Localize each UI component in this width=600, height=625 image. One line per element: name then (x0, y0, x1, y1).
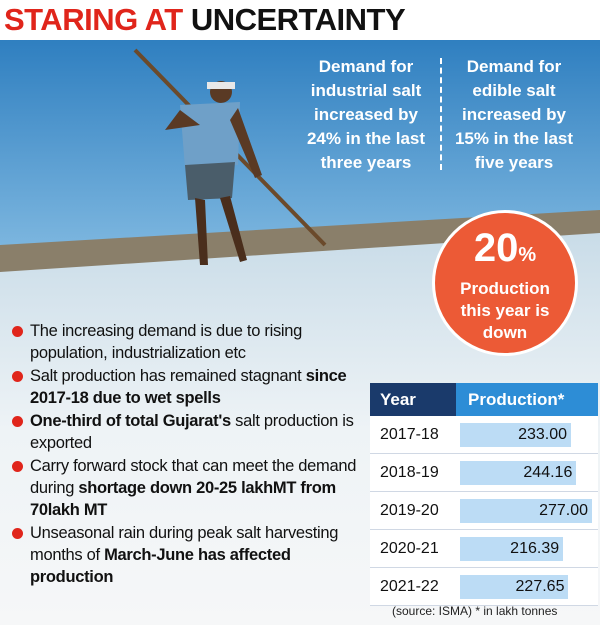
table-row: 2017-18 233.00 (370, 416, 598, 454)
production-bar (460, 537, 564, 561)
bullet-text: salt production is exported (30, 412, 354, 452)
bullet-text: since 2017-18 due to wet spells (30, 367, 347, 407)
divider (440, 58, 442, 170)
production-value: 216.39 (510, 540, 560, 557)
production-value: 233.00 (518, 426, 568, 443)
highlight-circle: 20% Production this year is down (432, 210, 578, 356)
bullet-text: March-June has affected production (30, 546, 291, 586)
header-cell: Year (370, 383, 456, 416)
highlight-text: Production this year is down (460, 279, 550, 342)
year-cell: 2018-19 (380, 464, 439, 481)
production-value: 244.16 (523, 464, 573, 481)
production-value: 277.00 (539, 502, 588, 519)
production-value: 227.65 (515, 578, 565, 595)
year-cell: 2017-18 (380, 426, 439, 443)
year-cell: 2019-20 (380, 502, 439, 519)
bullet-text: One-third of total Gujarat's (30, 412, 231, 430)
bullet-text: The increasing demand is due to rising p… (30, 322, 303, 362)
table-row: 2019-20 277.00 (370, 492, 598, 530)
bullet-text: Salt production has remained stagnant (30, 367, 302, 385)
production-bar (460, 423, 572, 447)
table-body: 2017-18 233.00 2018-19 244.16 2019-20 277.00 2… (370, 416, 598, 606)
production-bar (460, 461, 577, 485)
table-row: 2018-19 244.16 (370, 454, 598, 492)
bullet: Salt production has remained stagnant si… (10, 365, 365, 409)
bullet-list: The increasing demand is due to rising p… (10, 320, 365, 589)
table-row: 2021-22 227.65 (370, 568, 598, 606)
year-cell: 2020-21 (380, 540, 439, 557)
table-row: 2020-21 216.39 (370, 530, 598, 568)
bullet-text: Unseasonal rain during peak salt harvest… (30, 524, 339, 564)
bullet: Unseasonal rain during peak salt harvest… (10, 522, 365, 588)
callout: Demand for edible salt increased by 15% … (454, 57, 574, 172)
bullet: The increasing demand is due to rising p… (10, 320, 365, 364)
source-note: (source: ISMA) * in lakh tonnes (392, 604, 558, 618)
highlight-unit: % (518, 244, 537, 266)
header-cell: Production* (456, 383, 598, 416)
title-lead: STARING AT (4, 2, 183, 37)
bullet-text: shortage down 20-25 lakhMT from 70lakh M… (30, 479, 336, 519)
title: STARING AT UNCERTAINTY (4, 2, 406, 38)
production-bar (460, 575, 569, 599)
year-cell: 2021-22 (380, 578, 439, 595)
production-bar (460, 499, 592, 523)
highlight-number: 20 (473, 226, 519, 270)
production-table: Year Production* 2017-18 233.00 2018-19 244… (370, 383, 598, 606)
bullet: One-third of total Gujarat's salt produc… (10, 410, 365, 454)
bullet: Carry forward stock that can meet the de… (10, 455, 365, 521)
title-rest: UNCERTAINTY (190, 2, 406, 37)
table-header: Year Production* (370, 383, 598, 416)
bullet-text: Carry forward stock that can meet the de… (30, 457, 357, 497)
callout: Demand for industrial salt increased by … (306, 57, 426, 172)
